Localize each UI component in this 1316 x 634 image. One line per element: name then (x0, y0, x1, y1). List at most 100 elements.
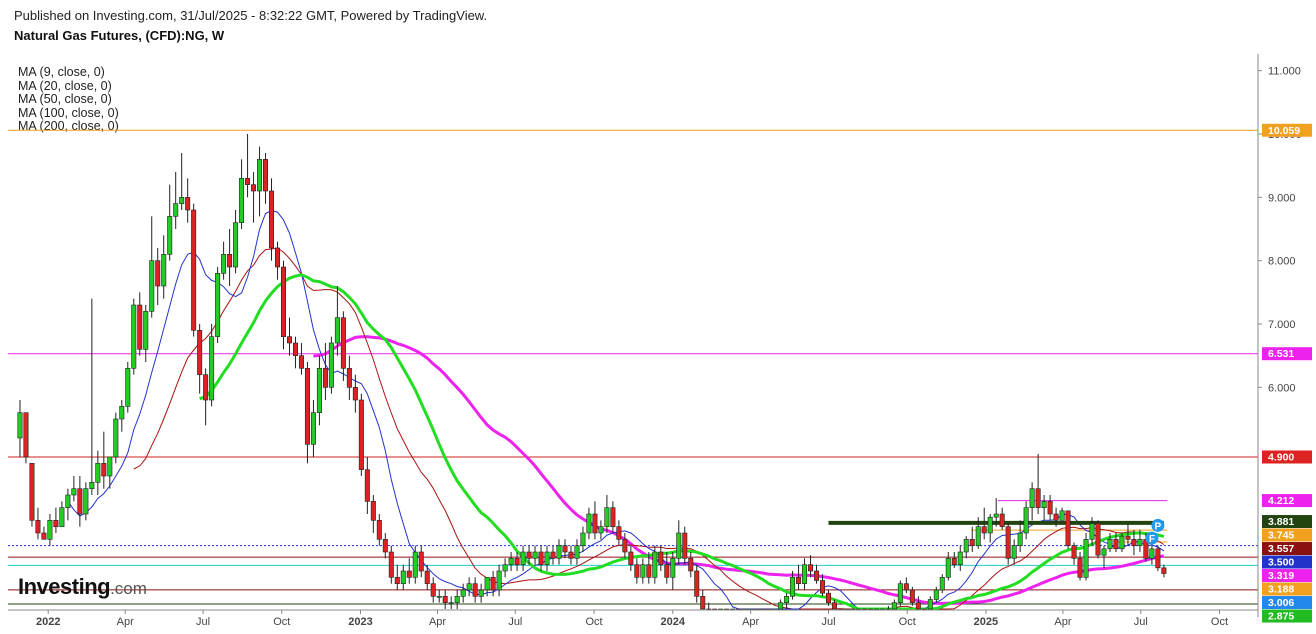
candle (790, 571, 796, 600)
candle (784, 593, 790, 609)
candle-up (310, 412, 316, 445)
price-label-box (1262, 347, 1312, 361)
x-tick-label: 2022 (36, 616, 60, 628)
candle (568, 545, 574, 565)
candle (131, 298, 137, 375)
candle-up (233, 222, 239, 268)
candle-up (1089, 523, 1095, 540)
candle (23, 412, 29, 464)
candle-down (562, 545, 568, 553)
price-label: 2.875 (1262, 609, 1312, 623)
candle (161, 235, 167, 299)
candle-down (394, 577, 400, 584)
candle-down (1161, 567, 1167, 574)
candle-down (251, 184, 257, 192)
x-tick-label: 2024 (661, 616, 686, 628)
candle (155, 248, 161, 305)
logo-text: Investing (18, 574, 111, 599)
candle-down (634, 564, 640, 578)
candle (95, 450, 101, 495)
candle (496, 564, 502, 597)
candle (77, 476, 83, 527)
candle-down (424, 570, 430, 584)
candle (820, 574, 826, 597)
candle-down (909, 589, 915, 603)
candle-up (1017, 532, 1023, 546)
candle-up (454, 596, 460, 603)
legend-ma100: MA (100, close, 0) (18, 105, 119, 120)
candle-down (616, 526, 622, 540)
candle-up (161, 254, 167, 287)
ma20-line (133, 247, 1165, 610)
x-tick-label: Oct (1211, 616, 1228, 628)
price-label-text: 3.006 (1268, 597, 1294, 609)
candle-up (221, 254, 227, 274)
candle (125, 362, 131, 413)
candle-down (352, 387, 358, 401)
annotation-circle (1145, 531, 1159, 545)
candle (233, 210, 239, 274)
candle (1119, 533, 1125, 552)
candle-down (915, 602, 921, 610)
candle (17, 400, 23, 457)
candle (532, 545, 538, 565)
x-tick-label: Apr (429, 616, 446, 628)
candle (107, 456, 113, 489)
candle-down (831, 602, 837, 610)
candle-up (173, 203, 179, 217)
price-label-box (1262, 515, 1312, 529)
candle (340, 311, 346, 381)
chart-header: Published on Investing.com, 31/Jul/2025 … (14, 8, 487, 43)
candle (119, 400, 125, 432)
candle (352, 374, 358, 413)
candle-up (652, 551, 658, 578)
candle (251, 172, 257, 223)
candle (1107, 533, 1113, 552)
candle (1005, 523, 1011, 565)
candle-up (257, 159, 263, 192)
candle (346, 355, 352, 400)
candle-down (245, 178, 251, 185)
candle-down (568, 551, 574, 559)
candle-down (1053, 513, 1059, 521)
candle-down (77, 488, 83, 515)
price-label-box (1262, 450, 1312, 464)
candle (676, 520, 682, 565)
candle (1047, 495, 1053, 521)
candle-down (382, 539, 388, 553)
ma50-line (313, 335, 1165, 606)
candle (1161, 564, 1167, 578)
candle (640, 558, 646, 584)
candle-down (808, 564, 814, 572)
candle (945, 552, 951, 581)
candle-up (143, 311, 149, 350)
candle (1059, 507, 1065, 521)
candle (29, 463, 35, 527)
price-label: 3.745 (1262, 528, 1312, 542)
candle-down (263, 159, 269, 192)
candle-up (790, 577, 796, 597)
x-tick-label: Apr (117, 616, 134, 628)
candle-up (95, 463, 101, 483)
candle (1101, 545, 1107, 568)
candle (951, 552, 957, 568)
price-label: 3.006 (1262, 596, 1312, 610)
candle (808, 555, 814, 578)
candle-down (269, 190, 275, 249)
candle (652, 545, 658, 584)
price-label-box (1262, 542, 1312, 556)
candle-down (185, 197, 191, 211)
candle-down (903, 583, 909, 591)
candle (113, 412, 119, 464)
candle-down (197, 330, 203, 375)
candle (514, 552, 520, 571)
candle (173, 172, 179, 229)
candle-up (1059, 510, 1065, 521)
candle (1089, 517, 1095, 546)
candle (418, 545, 424, 578)
candle-down (820, 580, 826, 594)
candle-down (275, 247, 281, 268)
candle-down (292, 342, 298, 356)
price-label-text: 2.875 (1268, 611, 1294, 623)
